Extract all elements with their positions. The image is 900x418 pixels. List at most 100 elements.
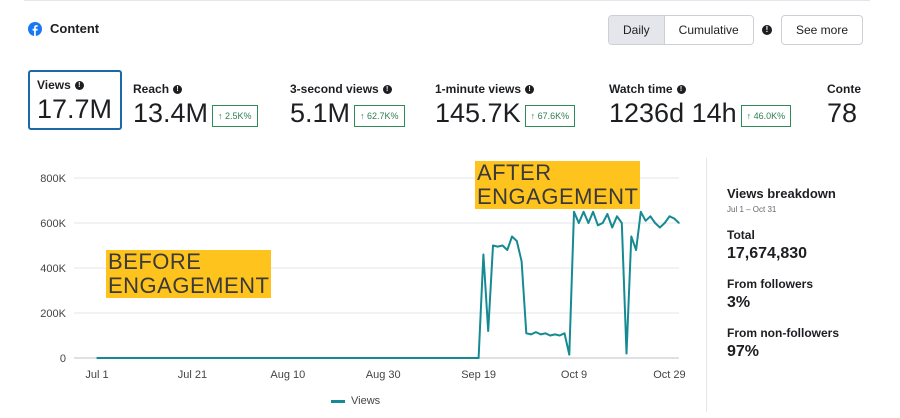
metric-label: 1-minute views xyxy=(435,82,522,96)
metric-label: Views xyxy=(37,78,71,92)
cumulative-button[interactable]: Cumulative xyxy=(664,16,753,44)
x-tick-label: Jul 21 xyxy=(178,369,207,381)
metric-label: Conte xyxy=(827,82,861,96)
data-point xyxy=(673,217,676,220)
view-mode-toggle: Daily Cumulative xyxy=(608,15,754,45)
change-badge: ↑ 67.6K% xyxy=(524,105,576,127)
metric-label-wrap: 3-second views ! xyxy=(290,82,405,96)
metric-value: 1236d 14h xyxy=(609,98,737,128)
metric-content[interactable]: Conte 78 xyxy=(827,82,861,128)
top-divider xyxy=(24,0,870,1)
info-icon[interactable]: ! xyxy=(74,80,84,90)
data-point xyxy=(592,210,594,213)
before-engagement-text: BEFORE ENGAGEMENT xyxy=(108,249,270,298)
facebook-icon xyxy=(28,21,42,36)
data-point xyxy=(568,353,571,356)
data-point xyxy=(616,215,618,218)
views-chart: 0 200K 400K 600K 800K Jul 1 Jul 21 Aug 10 Aug 30… xyxy=(24,160,694,416)
data-point xyxy=(544,332,547,335)
data-point xyxy=(573,210,575,213)
data-point xyxy=(506,249,509,251)
breakdown-range: Jul 1 – Oct 31 xyxy=(727,205,777,214)
after-engagement-label: AFTER ENGAGEMENT xyxy=(475,160,641,209)
metric-label-wrap: 1-minute views ! xyxy=(435,82,575,96)
metric-label-wrap: Views ! xyxy=(37,78,112,92)
metrics-row: Views ! 17.7M Reach ! 13.4M ↑ 2.5K% 3-se… xyxy=(28,70,870,138)
side-divider xyxy=(706,158,707,412)
metric-label: Watch time xyxy=(609,82,673,96)
data-point xyxy=(601,222,604,224)
data-point xyxy=(663,222,666,224)
data-point xyxy=(492,244,494,247)
metric-row: 17.7M xyxy=(37,94,112,124)
daily-button[interactable]: Daily xyxy=(609,16,665,44)
page-title: Content xyxy=(50,21,100,36)
metric-reach[interactable]: Reach ! 13.4M ↑ 2.5K% xyxy=(133,82,258,128)
metric-row: 5.1M ↑ 62.7K% xyxy=(290,98,405,128)
nonfollowers-label: From non-followers xyxy=(727,326,839,340)
data-point xyxy=(649,215,652,218)
data-point xyxy=(582,210,585,213)
legend-label: Views xyxy=(351,395,381,407)
metric-row: 145.7K ↑ 67.6K% xyxy=(435,98,576,128)
y-tick-label: 0 xyxy=(60,353,66,365)
total-label: Total xyxy=(727,228,755,242)
data-point xyxy=(525,332,528,335)
nonfollowers-value: 97% xyxy=(727,343,760,360)
info-icon[interactable]: ! xyxy=(762,25,772,35)
data-point xyxy=(625,352,628,355)
y-tick-label: 400K xyxy=(40,263,66,275)
see-more-button[interactable]: See more xyxy=(781,15,863,45)
metric-value: 17.7M xyxy=(37,94,113,124)
data-point xyxy=(578,222,580,224)
data-point xyxy=(620,222,623,224)
series-line-views xyxy=(97,210,680,359)
data-point xyxy=(659,226,661,229)
info-icon[interactable]: ! xyxy=(173,84,183,94)
metric-3-second-views[interactable]: 3-second views ! 5.1M ↑ 62.7K% xyxy=(290,82,405,128)
metric-1-minute-views[interactable]: 1-minute views ! 145.7K ↑ 67.6K% xyxy=(435,82,576,128)
followers-value: 3% xyxy=(727,294,751,311)
data-point xyxy=(678,222,680,224)
data-point xyxy=(96,357,98,359)
breakdown-title: Views breakdown xyxy=(727,186,836,201)
metric-value: 5.1M xyxy=(290,98,351,128)
metric-label-wrap: Watch time ! xyxy=(609,82,791,96)
metric-row: 78 xyxy=(827,98,861,128)
data-point xyxy=(530,333,532,336)
followers-label: From followers xyxy=(727,277,814,291)
data-point xyxy=(644,219,647,222)
after-engagement-text: AFTER ENGAGEMENT xyxy=(477,160,639,209)
data-point xyxy=(654,222,656,224)
change-badge: ↑ 62.7K% xyxy=(354,105,405,127)
data-point xyxy=(554,333,556,336)
content-header: Content xyxy=(28,21,99,36)
data-point xyxy=(587,222,590,224)
info-icon[interactable]: ! xyxy=(676,84,686,94)
data-point xyxy=(635,249,637,251)
data-point xyxy=(511,235,513,238)
x-tick-label: Oct 9 xyxy=(561,369,587,381)
y-tick-label: 200K xyxy=(40,308,66,320)
x-tick-label: Oct 29 xyxy=(653,369,685,381)
metric-label: 3-second views xyxy=(290,82,379,96)
metric-watch-time[interactable]: Watch time ! 1236d 14h ↑ 46.0K% xyxy=(609,82,792,128)
y-tick-label: 800K xyxy=(40,173,66,185)
views-line-chart: 0 200K 400K 600K 800K Jul 1 Jul 21 Aug 10 Aug 30… xyxy=(40,173,685,381)
data-point xyxy=(535,331,537,333)
data-point xyxy=(496,245,499,248)
x-tick-label: Jul 1 xyxy=(85,369,108,381)
x-tick-label: Aug 30 xyxy=(366,369,401,381)
x-tick-label: Aug 10 xyxy=(270,369,305,381)
metric-views[interactable]: Views ! 17.7M xyxy=(28,70,123,130)
data-point xyxy=(640,210,642,213)
chart-legend: Views xyxy=(331,395,380,407)
legend-swatch xyxy=(331,399,345,403)
info-icon[interactable]: ! xyxy=(382,84,392,94)
info-icon[interactable]: ! xyxy=(525,84,535,94)
data-point xyxy=(630,235,633,238)
data-point xyxy=(668,215,671,218)
data-point xyxy=(597,224,599,227)
metric-value: 78 xyxy=(827,98,858,128)
x-tick-label: Sep 19 xyxy=(461,369,496,381)
